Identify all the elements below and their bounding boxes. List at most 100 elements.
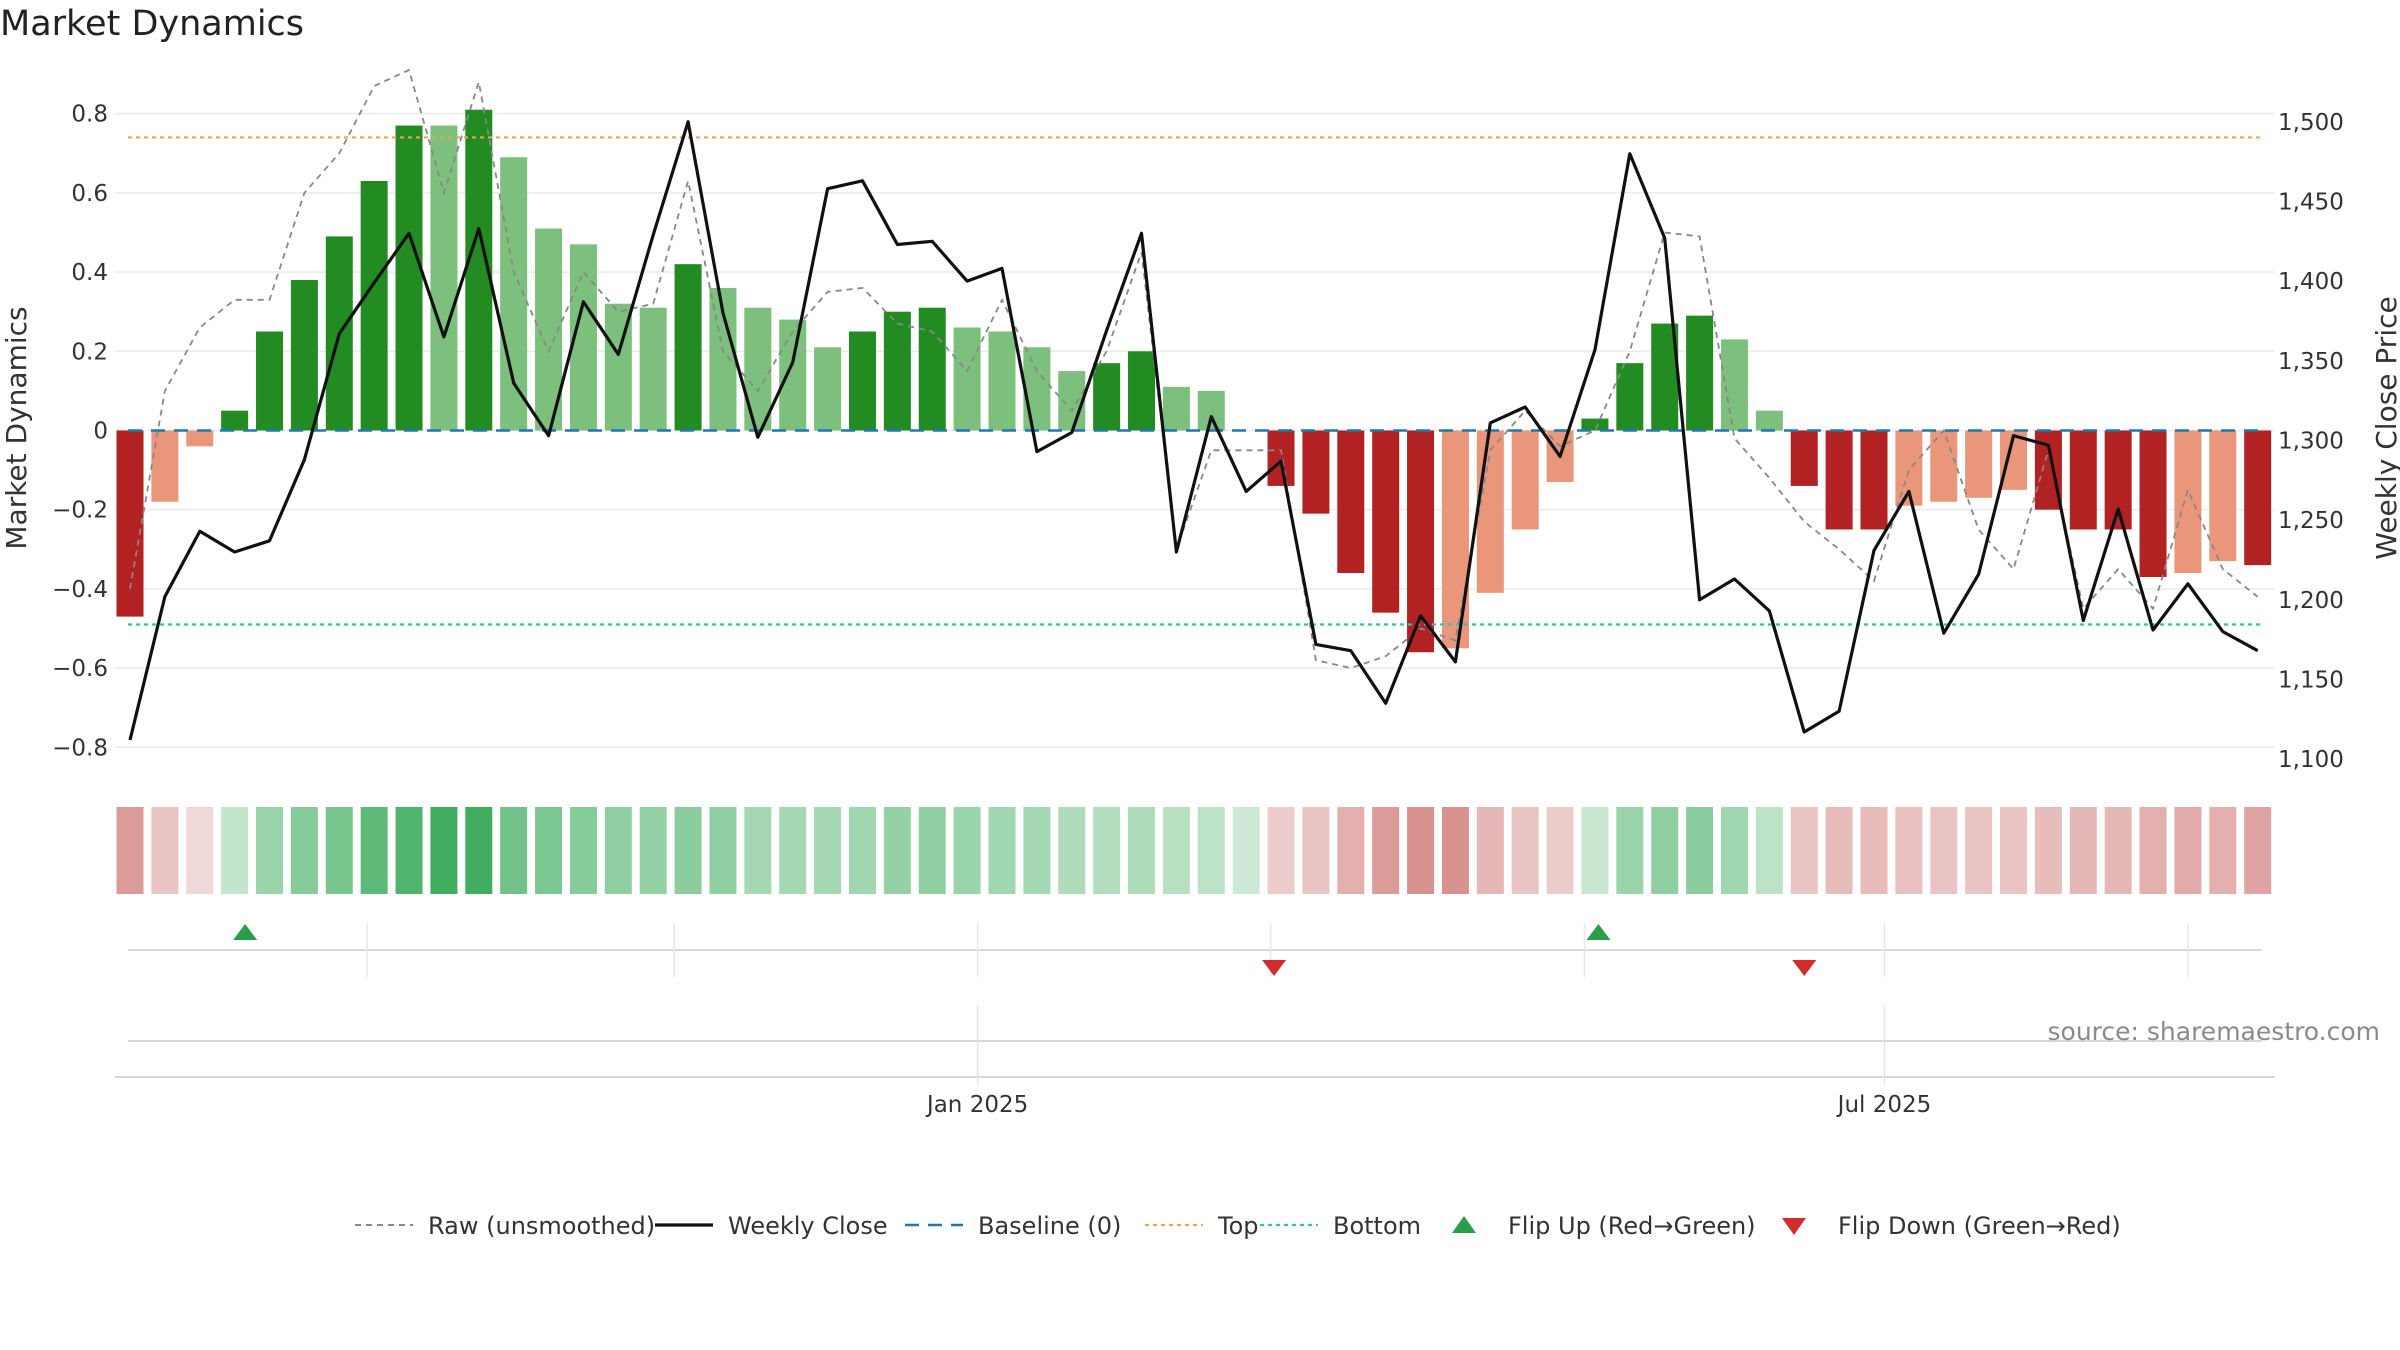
bar <box>395 125 423 431</box>
bar <box>1267 430 1295 486</box>
legend-label: Flip Down (Green→Red) <box>1838 1212 2121 1240</box>
bar <box>953 327 981 431</box>
intensity-cell <box>186 807 214 894</box>
intensity-cell <box>988 807 1016 894</box>
weekly-close-line <box>128 120 2259 741</box>
legend-label: Bottom <box>1333 1212 1421 1240</box>
intensity-cell <box>151 807 179 894</box>
intensity-cell <box>1058 807 1086 894</box>
bar <box>1197 390 1225 431</box>
bar <box>814 347 842 431</box>
right-axis-ticks: 1,100 1,150 1,200 1,250 1,300 1,350 1,400 1,450… <box>2278 110 2344 773</box>
intensity-cell <box>848 807 876 894</box>
legend-label: Flip Up (Red→Green) <box>1508 1212 1756 1240</box>
legend-label: Weekly Close <box>728 1212 888 1240</box>
left-axis-ticks: −0.8 −0.6 −0.4 −0.2 0 0.2 0.4 0.6 0.8 <box>52 102 108 762</box>
legend-swatch <box>1452 1216 1476 1233</box>
intensity-cell <box>1825 807 1853 894</box>
dynamics-bars <box>116 109 2272 653</box>
bar <box>848 331 876 431</box>
right-tick-label: 1,250 <box>2278 508 2344 534</box>
intensity-cell <box>918 807 946 894</box>
bar <box>2174 430 2202 574</box>
legend-item: Flip Up (Red→Green) <box>1452 1212 1756 1240</box>
intensity-cell <box>430 807 458 894</box>
intensity-cell <box>2139 807 2167 894</box>
intensity-cell <box>744 807 772 894</box>
chart-title: Market Dynamics <box>0 4 305 44</box>
intensity-cell <box>1023 807 1051 894</box>
intensity-cell <box>2209 807 2237 894</box>
bar <box>1860 430 1888 530</box>
legend-item: Raw (unsmoothed) <box>355 1212 655 1240</box>
bar <box>674 264 702 431</box>
bar <box>1965 430 1993 498</box>
intensity-cell <box>325 807 353 894</box>
right-tick-label: 1,400 <box>2278 269 2344 295</box>
legend-item: Baseline (0) <box>905 1212 1121 1240</box>
intensity-cell <box>1197 807 1225 894</box>
right-axis-label: Weekly Close Price <box>2370 296 2400 559</box>
intensity-cell <box>1651 807 1679 894</box>
intensity-cell <box>639 807 667 894</box>
source-credit: source: sharemaestro.com <box>2048 1017 2381 1046</box>
bar <box>2244 430 2272 566</box>
intensity-cell <box>1930 807 1958 894</box>
bar <box>360 181 388 431</box>
intensity-cell <box>1302 807 1330 894</box>
bar <box>883 311 911 431</box>
legend-label: Baseline (0) <box>978 1212 1121 1240</box>
bar <box>1476 430 1504 593</box>
legend-item: Flip Down (Green→Red) <box>1782 1212 2121 1240</box>
left-tick-label: −0.6 <box>52 656 108 682</box>
right-tick-label: 1,450 <box>2278 189 2344 215</box>
raw-line <box>129 68 2259 670</box>
reference-lines <box>128 136 2262 626</box>
intensity-cell <box>1232 807 1260 894</box>
intensity-cell <box>2000 807 2028 894</box>
intensity-cell <box>116 807 144 894</box>
bar <box>221 410 249 431</box>
intensity-cell <box>709 807 737 894</box>
bar <box>1162 386 1190 431</box>
bar <box>1825 430 1853 530</box>
bar <box>1686 315 1714 431</box>
intensity-cell <box>674 807 702 894</box>
bar <box>1790 430 1818 486</box>
bar <box>256 331 284 431</box>
right-tick-label: 1,100 <box>2278 747 2344 773</box>
bar <box>1337 430 1365 574</box>
intensity-cell <box>1093 807 1121 894</box>
bar <box>290 280 318 431</box>
intensity-cell <box>2244 807 2272 894</box>
left-tick-label: 0.6 <box>71 181 108 207</box>
bar <box>1616 363 1644 431</box>
intensity-strip <box>116 807 2272 894</box>
intensity-cell <box>779 807 807 894</box>
intensity-cell <box>1755 807 1783 894</box>
bar <box>1720 339 1748 431</box>
flip-up-marker <box>233 924 258 940</box>
bar <box>918 307 946 431</box>
intensity-cell <box>1372 807 1400 894</box>
left-tick-label: −0.2 <box>52 498 108 524</box>
intensity-cell <box>221 807 249 894</box>
intensity-cell <box>2174 807 2202 894</box>
left-axis-label: Market Dynamics <box>0 306 33 549</box>
left-tick-label: 0.2 <box>71 339 108 365</box>
bar <box>988 331 1016 431</box>
intensity-cell <box>395 807 423 894</box>
flip-down-marker <box>1262 960 1287 976</box>
intensity-cell <box>1162 807 1190 894</box>
left-tick-label: −0.4 <box>52 577 108 603</box>
flip-down-marker <box>1792 960 1817 976</box>
intensity-cell <box>953 807 981 894</box>
left-tick-label: −0.8 <box>52 735 108 761</box>
intensity-cell <box>2034 807 2062 894</box>
intensity-cell <box>1337 807 1365 894</box>
intensity-cell <box>1128 807 1156 894</box>
time-tick-label: Jan 2025 <box>925 1092 1028 1118</box>
intensity-cell <box>604 807 632 894</box>
right-tick-label: 1,500 <box>2278 110 2344 136</box>
